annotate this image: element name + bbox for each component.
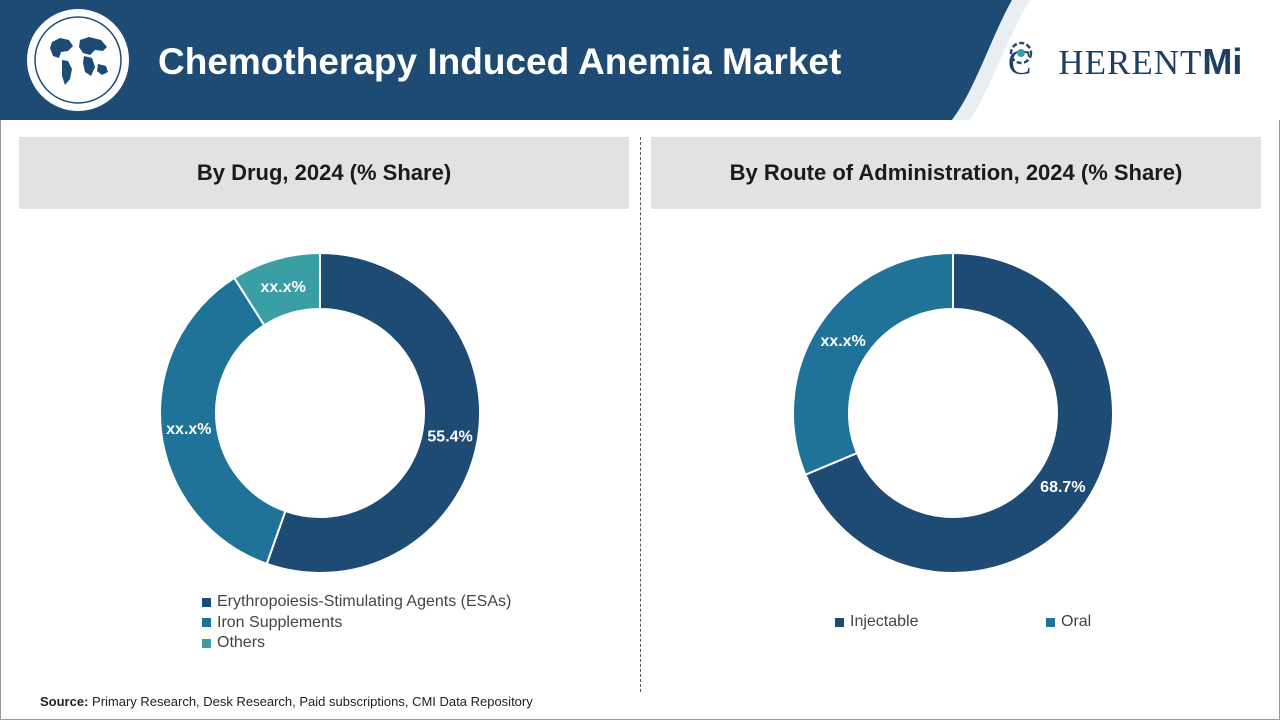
route-slice-injectable xyxy=(804,251,1114,574)
drug-slice-others xyxy=(232,251,321,327)
drug-legend-label: Others xyxy=(217,634,266,652)
route-legend-swatch xyxy=(835,617,844,627)
drug-slice-iron-supplements xyxy=(159,276,287,566)
route-legend-label: Injectable xyxy=(850,613,919,631)
coherentmi-logo: C HERENTMi xyxy=(1008,40,1270,84)
drug-legend-swatch xyxy=(202,618,211,628)
drug-label-others: xx.x% xyxy=(260,279,305,296)
drug-legend-label: Iron Supplements xyxy=(217,613,343,631)
route-legend-swatch xyxy=(1046,617,1055,627)
drug-legend-swatch xyxy=(202,597,211,607)
page-title: Chemotherapy Induced Anemia Market xyxy=(158,41,842,82)
route-legend-item: Oral xyxy=(1046,612,1091,633)
header-banner: Chemotherapy Induced Anemia Market C HER… xyxy=(0,0,1280,120)
drug-legend-swatch xyxy=(202,638,211,648)
route-label-injectable: 68.7% xyxy=(1040,479,1085,496)
route-legend-item: Injectable xyxy=(835,612,919,633)
logo-mi: Mi xyxy=(1202,41,1243,82)
route-slice-oral xyxy=(792,251,954,477)
drug-legend-item: Others xyxy=(202,633,511,654)
source-note: Source: Primary Research, Desk Research,… xyxy=(40,694,533,709)
route-legend-label: Oral xyxy=(1061,613,1092,631)
source-label: Source: xyxy=(40,694,89,709)
logo-ring-icon xyxy=(1009,41,1058,77)
drug-legend-item: Erythropoiesis-Stimulating Agents (ESAs) xyxy=(202,592,511,613)
route-label-oral: xx.x% xyxy=(820,333,865,350)
drug-legend-item: Iron Supplements xyxy=(202,613,511,634)
logo-letters: HERENT xyxy=(1058,43,1203,82)
drug-slice-erythropoiesis-stimulating-agents-esas xyxy=(265,251,481,574)
globe-icon xyxy=(27,9,129,111)
drug-legend: Erythropoiesis-Stimulating Agents (ESAs)… xyxy=(202,592,511,654)
drug-legend-label: Erythropoiesis-Stimulating Agents (ESAs) xyxy=(217,593,512,611)
route-panel-title: By Route of Administration, 2024 (% Shar… xyxy=(651,137,1261,209)
drug-label-erythropoiesis-stimulating-agents-esas: 55.4% xyxy=(427,428,472,445)
drug-label-iron-supplements: xx.x% xyxy=(166,421,211,438)
panel-divider xyxy=(640,137,641,692)
drug-panel-title: By Drug, 2024 (% Share) xyxy=(19,137,629,209)
route-legend: Injectable Oral xyxy=(0,612,1280,634)
source-text: Primary Research, Desk Research, Paid su… xyxy=(92,694,533,709)
